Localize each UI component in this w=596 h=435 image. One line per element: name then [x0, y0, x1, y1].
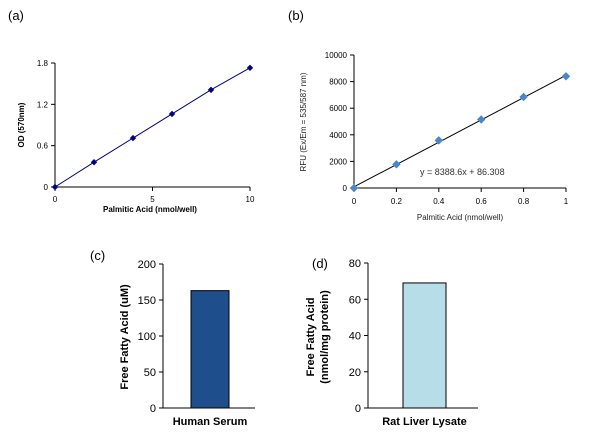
panel-a-data-point: [51, 183, 59, 191]
panel-d-ytick-label: 0: [355, 403, 361, 415]
panel-b-ytick-label: 4000: [329, 131, 347, 140]
panel-b-data-point: [561, 72, 571, 81]
panel-a-data-point: [129, 134, 137, 142]
panel-b-ytick-label: 8000: [329, 78, 347, 87]
panel-b-trendline: [353, 74, 567, 188]
panel-a-plot: 0 0.6 1.2 1.8 0 5 10: [37, 59, 255, 204]
panel-b-ytick-label: 6000: [329, 104, 347, 113]
panel-d-ytick-label: 20: [349, 367, 361, 379]
panel-b-data-point: [392, 160, 401, 169]
panel-a-ytick-label: 0: [44, 183, 49, 192]
panel-d-ylabel-line1: Free Fatty Acid: [305, 297, 317, 376]
panel-a-ytick-label: 1.8: [37, 59, 49, 68]
panel-c-ytick-label: 50: [144, 367, 156, 379]
panel-a-data-point: [168, 110, 176, 118]
panel-c-ytick-label: 150: [138, 295, 156, 307]
panel-b-data-point: [477, 115, 486, 124]
panel-b-xtick-label: 0: [352, 197, 357, 206]
panel-b-data-point: [519, 92, 528, 102]
panel-a-ytick-label: 0.6: [37, 142, 49, 151]
panel-d-bar: [402, 282, 447, 409]
panel-c-ytick-label: 200: [138, 259, 156, 271]
panel-a-xtick-label: 0: [53, 195, 58, 204]
panel-b-xtick-label: 0.8: [518, 197, 530, 206]
panel-d: (d) 0 20 40 60 80 Rat Liver Lysate Free Fatty…: [305, 256, 478, 428]
panel-c: (c) 0 50 100 150 200 Human Serum Free Fatty A…: [90, 248, 255, 428]
panel-a-series-line: [54, 67, 251, 188]
panel-a-label: (a): [8, 8, 24, 23]
panel-d-ylabel-line2: (nmol/mg protein): [319, 290, 331, 384]
panel-b-ytick-label: 0: [343, 184, 348, 193]
panel-b-data-point: [434, 136, 443, 145]
panel-d-label: (d): [312, 256, 328, 271]
panel-c-ytick-label: 100: [138, 331, 156, 343]
panel-c-category-label: Human Serum: [173, 416, 248, 428]
panel-a-xtick-label: 10: [246, 195, 255, 204]
panel-b-ylabel: RFU (Ex/Em = 535/587 nm): [299, 72, 308, 171]
panel-a-ylabel: OD (570nm): [17, 102, 26, 147]
panel-b: (b) 0 2000 4000 6000 8000 10000 0 0.2 0.4 0.6 0.8 1…: [288, 8, 571, 222]
panel-b-ytick-label: 2000: [329, 157, 347, 166]
panel-d-plot: 0 20 40 60 80 Rat Liver Lysate: [349, 258, 478, 428]
panel-b-xtick-label: 0.6: [476, 197, 488, 206]
panel-d-category-label: Rat Liver Lysate: [382, 416, 467, 428]
panel-a-xtick-label: 5: [150, 195, 155, 204]
panel-b-plot: 0 2000 4000 6000 8000 10000 0 0.2 0.4 0.6 0.8 1: [325, 51, 571, 206]
panel-a-xlabel: Palmitic Acid (nmol/well): [103, 205, 197, 214]
panel-c-label: (c): [90, 248, 105, 263]
panel-c-bar: [190, 290, 230, 409]
panel-a: (a) 0 0.6 1.2 1.8 0 5 10 Palmitic Acid (nmol/w…: [8, 8, 255, 214]
panel-c-plot: 0 50 100 150 200 Human Serum: [138, 259, 255, 428]
panel-d-ytick-label: 60: [349, 294, 361, 306]
panel-a-data-point: [90, 159, 98, 166]
panel-c-ylabel: Free Fatty Acid (uM): [119, 284, 131, 390]
panel-c-ytick-label: 0: [150, 403, 156, 415]
panel-b-equation: y = 8388.6x + 86.308: [420, 167, 505, 177]
panel-b-xtick-label: 0.2: [391, 197, 403, 206]
panel-d-ytick-label: 80: [349, 258, 361, 270]
panel-b-xtick-label: 0.4: [433, 197, 445, 206]
panel-a-ytick-label: 1.2: [37, 100, 49, 109]
panel-b-label: (b): [288, 8, 304, 23]
panel-b-xlabel: Palmitic Acid (nmol/well): [417, 213, 504, 222]
panel-b-ytick-label: 10000: [325, 51, 348, 60]
panel-b-xtick-label: 1: [564, 197, 569, 206]
panel-d-ytick-label: 40: [349, 331, 361, 343]
panel-b-data-point: [349, 183, 359, 193]
panel-a-data-point: [246, 64, 254, 72]
panel-a-data-point: [207, 86, 215, 94]
